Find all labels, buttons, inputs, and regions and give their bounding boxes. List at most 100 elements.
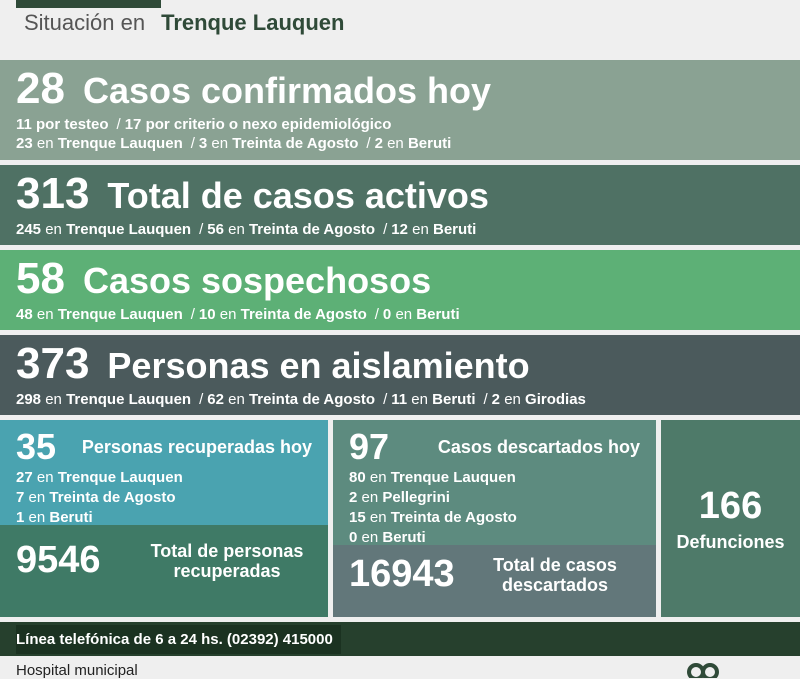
en-label: en [369,469,387,486]
page-header: Situación en Trenque Lauquen [24,10,344,44]
label-line: Total de personas [150,540,304,561]
isolation-breakdown-place: 298 en Trenque Lauquen/62 en Treinta de … [16,391,586,408]
place-count: 27 [16,469,33,486]
list-item: 0 en Beruti [349,528,640,548]
place-name: Beruti [416,306,460,323]
list-item: 7 en Treinta de Agosto [16,488,312,508]
phone-bar: Línea telefónica de 6 a 24 hs. (02392) 4… [0,622,800,656]
isolation-title: Personas en aislamiento [107,345,530,386]
place-count: 12 [391,221,408,238]
en-label: en [45,221,62,238]
recovered-today-box: 35 Personas recuperadas hoy 27 en Trenqu… [0,420,328,528]
active-cases-band: 313 Total de casos activos 245 en Trenqu… [0,165,800,245]
en-label: en [228,221,245,238]
deaths-value: 166 [698,484,763,527]
label-line: recuperadas [173,560,281,581]
recovered-total-label: Total de personas recuperadas [142,541,312,581]
place-count: 7 [16,489,25,506]
footer-text: Hospital municipal [16,662,138,679]
isolation-value: 373 [16,339,90,388]
confirmed-cases-band: 28 Casos confirmados hoy 11 por testeo/1… [0,60,800,160]
list-item: 1 en Beruti [16,508,312,528]
en-label: en [411,391,428,408]
en-label: en [387,135,404,152]
place-name: Trenque Lauquen [57,135,183,152]
deaths-box: 166 Defunciones [661,420,800,617]
place-count: 298 [16,391,42,408]
place-name: Beruti [432,221,477,238]
recovered-total-value: 9546 [16,539,101,581]
place-name: Trenque Lauquen [66,221,192,238]
en-label: en [36,306,54,323]
en-label: en [28,509,46,526]
confirmed-breakdown-place: 23 en Trenque Lauquen/3 en Treinta de Ag… [16,135,452,152]
place-count: 2 [374,135,383,152]
en-label: en [36,135,54,152]
discarded-today-box: 97 Casos descartados hoy 80 en Trenque L… [333,420,656,548]
deaths-label: Defunciones [676,531,785,552]
en-label: en [28,489,46,506]
place-name: Beruti [407,135,452,152]
suspects-value: 58 [16,254,65,303]
place-name: Trenque Lauquen [66,391,192,408]
place-name: Treinta de Agosto [390,509,517,526]
en-label: en [211,135,229,152]
municipal-logo-icon [687,663,719,678]
place-count: 245 [16,221,42,238]
discarded-total-value: 16943 [349,553,455,595]
place-name: Treinta de Agosto [248,391,376,408]
place-count: 80 [349,469,366,486]
en-label: en [219,306,237,323]
en-label: en [228,391,245,408]
list-item: 15 en Treinta de Agosto [349,508,640,528]
active-title: Total de casos activos [107,175,489,216]
discarded-today-label: Casos descartados hoy [437,436,640,457]
confirmed-by-criteria: 17 por criterio o nexo epidemiológico [124,116,392,133]
place-name: Beruti [432,391,476,408]
label-line: descartados [501,574,609,595]
place-name: Trenque Lauquen [390,469,516,486]
place-name: Treinta de Agosto [240,306,367,323]
place-name: Pellegrini [382,489,450,506]
list-item: 80 en Trenque Lauquen [349,468,640,488]
place-name: Beruti [382,529,426,546]
list-item: 2 en Pellegrini [349,488,640,508]
en-label: en [504,391,521,408]
place-count: 15 [349,509,366,526]
suspect-cases-band: 58 Casos sospechosos 48 en Trenque Lauqu… [0,250,800,330]
en-label: en [395,306,413,323]
top-accent-bar [16,0,161,8]
place-count: 10 [198,306,216,323]
confirmed-value: 28 [16,64,65,113]
en-label: en [412,221,429,238]
place-name: Treinta de Agosto [232,135,359,152]
en-label: en [361,529,379,546]
place-name: Girodias [525,391,586,408]
recovered-today-value: 35 [16,426,57,467]
place-count: 11 [391,391,408,408]
en-label: en [45,391,62,408]
place-count: 48 [16,306,33,323]
suspects-title: Casos sospechosos [82,260,432,301]
discarded-total-label: Total de casos descartados [470,555,640,595]
en-label: en [36,469,54,486]
header-city: Trenque Lauquen [161,10,345,35]
suspects-breakdown-place: 48 en Trenque Lauquen/10 en Treinta de A… [16,306,460,323]
place-name: Treinta de Agosto [248,221,376,238]
recovered-total-box: 9546 Total de personas recuperadas [0,525,328,617]
place-count: 0 [349,529,358,546]
place-name: Treinta de Agosto [49,489,176,506]
discarded-total-box: 16943 Total de casos descartados [333,545,656,617]
place-count: 2 [349,489,358,506]
place-count: 56 [207,221,224,238]
confirmed-by-test: 11 por testeo [16,116,109,133]
en-label: en [361,489,379,506]
place-name: Trenque Lauquen [57,306,183,323]
label-line: Total de casos [493,554,617,575]
confirmed-title: Casos confirmados hoy [82,70,492,111]
active-value: 313 [16,169,90,218]
isolation-band: 373 Personas en aislamiento 298 en Trenq… [0,335,800,415]
phone-text: Línea telefónica de 6 a 24 hs. (02392) 4… [16,624,341,654]
place-name: Beruti [49,509,93,526]
place-count: 0 [382,306,392,323]
